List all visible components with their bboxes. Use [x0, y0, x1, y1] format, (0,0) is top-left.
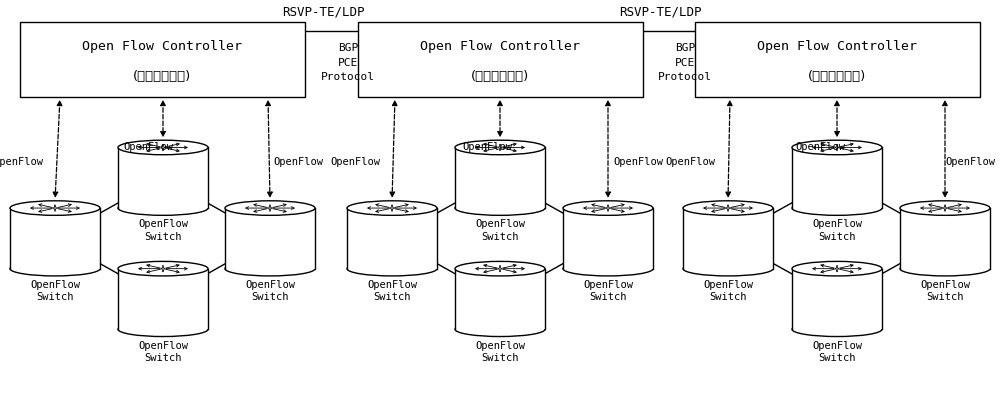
Text: OpenFlow
Switch: OpenFlow Switch	[812, 341, 862, 363]
Bar	[792, 269, 882, 329]
Bar	[683, 208, 773, 269]
Text: BGP
PCE
Protocol: BGP PCE Protocol	[321, 43, 375, 82]
Ellipse shape	[455, 261, 545, 276]
Text: OpenFlow: OpenFlow	[462, 143, 512, 152]
Text: OpenFlow
Switch: OpenFlow Switch	[30, 280, 80, 302]
Ellipse shape	[225, 201, 315, 215]
Text: Open Flow Controller: Open Flow Controller	[420, 40, 580, 53]
Text: Open Flow Controller: Open Flow Controller	[758, 40, 917, 53]
Text: OpenFlow
Switch: OpenFlow Switch	[703, 280, 753, 302]
Ellipse shape	[792, 261, 882, 276]
Text: OpenFlow: OpenFlow	[330, 157, 380, 166]
Ellipse shape	[455, 140, 545, 155]
Text: (网络操作系统): (网络操作系统)	[808, 69, 867, 82]
Ellipse shape	[118, 261, 208, 276]
Ellipse shape	[683, 261, 773, 276]
Text: OpenFlow
Switch: OpenFlow Switch	[138, 341, 188, 363]
Ellipse shape	[10, 261, 100, 276]
Ellipse shape	[792, 140, 882, 155]
Text: OpenFlow
Switch: OpenFlow Switch	[583, 280, 633, 302]
Bar	[118, 269, 208, 329]
Text: OpenFlow: OpenFlow	[0, 157, 43, 166]
Text: (网络操作系统): (网络操作系统)	[133, 69, 192, 82]
Ellipse shape	[455, 201, 545, 215]
Text: OpenFlow
Switch: OpenFlow Switch	[367, 280, 417, 302]
Text: RSVP-TE/LDP: RSVP-TE/LDP	[282, 6, 364, 19]
FancyBboxPatch shape	[20, 22, 305, 97]
Bar	[225, 208, 315, 269]
Ellipse shape	[563, 201, 653, 215]
Text: OpenFlow: OpenFlow	[665, 157, 715, 166]
Text: OpenFlow: OpenFlow	[795, 143, 845, 152]
Bar	[563, 208, 653, 269]
Ellipse shape	[900, 261, 990, 276]
Bar	[455, 269, 545, 329]
Text: BGP
PCE
Protocol: BGP PCE Protocol	[658, 43, 712, 82]
Ellipse shape	[455, 322, 545, 337]
Bar	[792, 147, 882, 208]
Text: OpenFlow: OpenFlow	[273, 157, 323, 166]
Text: Open Flow Controller: Open Flow Controller	[82, 40, 242, 53]
Ellipse shape	[563, 261, 653, 276]
Text: OpenFlow
Switch: OpenFlow Switch	[245, 280, 295, 302]
Text: OpenFlow
Switch: OpenFlow Switch	[920, 280, 970, 302]
Text: (网络操作系统): (网络操作系统)	[471, 69, 530, 82]
Ellipse shape	[683, 201, 773, 215]
Ellipse shape	[792, 201, 882, 215]
Ellipse shape	[118, 140, 208, 155]
Text: RSVP-TE/LDP: RSVP-TE/LDP	[619, 6, 701, 19]
Text: OpenFlow
Switch: OpenFlow Switch	[812, 219, 862, 242]
Bar	[118, 147, 208, 208]
Ellipse shape	[225, 261, 315, 276]
FancyBboxPatch shape	[695, 22, 980, 97]
Text: OpenFlow: OpenFlow	[613, 157, 663, 166]
Ellipse shape	[118, 201, 208, 215]
Ellipse shape	[347, 201, 437, 215]
Text: OpenFlow: OpenFlow	[945, 157, 995, 166]
Bar	[900, 208, 990, 269]
Bar	[10, 208, 100, 269]
Text: OpenFlow
Switch: OpenFlow Switch	[138, 219, 188, 242]
Ellipse shape	[10, 201, 100, 215]
Bar	[347, 208, 437, 269]
Ellipse shape	[792, 322, 882, 337]
Ellipse shape	[347, 261, 437, 276]
Text: OpenFlow: OpenFlow	[123, 143, 173, 152]
FancyBboxPatch shape	[358, 22, 643, 97]
Ellipse shape	[118, 322, 208, 337]
Ellipse shape	[900, 201, 990, 215]
Text: OpenFlow
Switch: OpenFlow Switch	[475, 219, 525, 242]
Bar	[455, 147, 545, 208]
Text: OpenFlow
Switch: OpenFlow Switch	[475, 341, 525, 363]
